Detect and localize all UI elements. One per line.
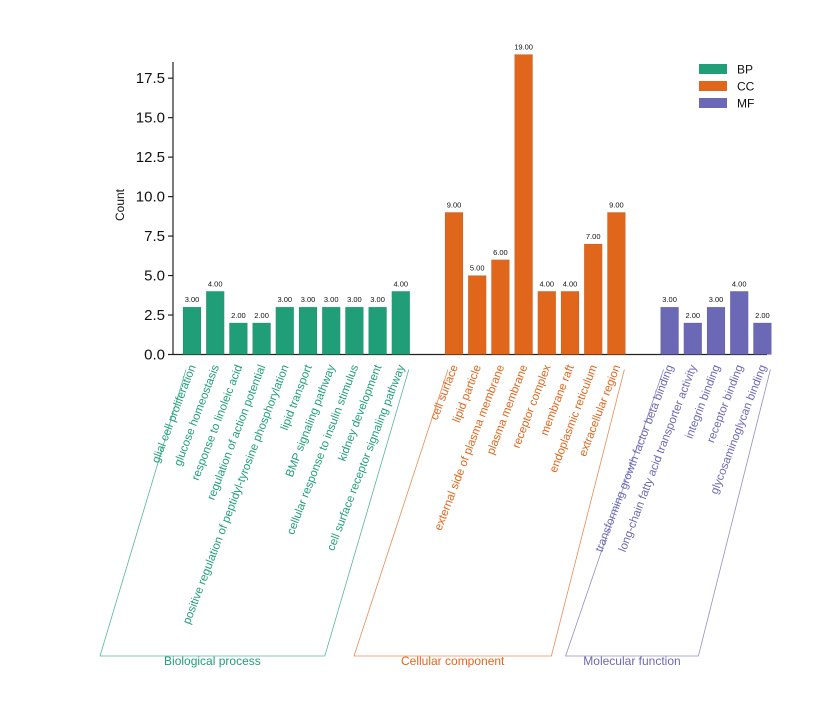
bar-value-label: 3.00 <box>662 295 677 304</box>
bar-bp <box>391 291 411 355</box>
legend-label: CC <box>737 80 755 94</box>
group-brackets: Biological process Cellular component Mole… <box>99 369 771 668</box>
legend-label: MF <box>737 97 754 111</box>
group-bracket-cc <box>353 369 625 657</box>
bar-mf <box>729 291 749 355</box>
bar-value-label: 4.00 <box>563 279 578 288</box>
bar-value-label: 3.00 <box>277 295 292 304</box>
y-tick-label: 17.5 <box>136 70 165 87</box>
bar-mf <box>753 322 772 355</box>
bar-cc <box>537 291 557 355</box>
y-tick-label: 12.5 <box>136 149 165 166</box>
bar-value-label: 3.00 <box>301 295 316 304</box>
bar-value-label: 19.00 <box>514 43 533 52</box>
y-axis: 0.0 2.5 5.0 7.5 10.0 12.5 15.0 17.5 <box>136 62 767 364</box>
y-tick-label: 5.0 <box>144 268 165 285</box>
bar-value-label: 4.00 <box>393 279 408 288</box>
bar-cc <box>560 291 580 355</box>
bar-value-label: 2.00 <box>685 311 700 320</box>
bar-bp <box>298 306 318 355</box>
y-tick-label: 10.0 <box>136 189 165 206</box>
bar-value-labels: 3.00 4.00 2.00 2.00 3.00 3.00 3.00 3.00 3.00 4.00… <box>185 43 770 320</box>
group-label: Cellular component <box>401 654 505 668</box>
bar-bp <box>205 291 225 355</box>
bar-cc <box>514 54 533 355</box>
y-axis-title: Count <box>113 188 127 221</box>
bar-bp <box>252 322 271 355</box>
group-label: Molecular function <box>583 654 680 668</box>
bar-value-label: 3.00 <box>370 295 385 304</box>
bar-value-label: 9.00 <box>609 200 624 209</box>
bar-cc <box>491 259 510 355</box>
bar-value-label: 3.00 <box>709 295 724 304</box>
bar-cc <box>607 212 626 355</box>
bar-bp <box>368 306 387 355</box>
legend-label: BP <box>737 63 753 77</box>
bar-bp <box>182 306 202 355</box>
y-tick-label: 0.0 <box>144 347 165 364</box>
bar-bp <box>345 306 364 355</box>
legend-swatch <box>699 64 727 74</box>
legend-swatch <box>699 81 727 91</box>
y-tick-label: 7.5 <box>144 228 165 245</box>
bar-mf <box>660 306 679 355</box>
y-tick-label: 15.0 <box>136 110 165 127</box>
group-bracket-bp <box>99 369 410 657</box>
bar-value-label: 4.00 <box>732 279 747 288</box>
bar-value-label: 3.00 <box>324 295 339 304</box>
bar-value-label: 9.00 <box>447 200 462 209</box>
bar-value-label: 3.00 <box>347 295 362 304</box>
bar-bp <box>229 322 248 355</box>
bar-value-label: 6.00 <box>493 248 508 257</box>
bars-layer <box>182 54 772 355</box>
legend: BP CC MF <box>699 63 755 111</box>
bar-value-label: 4.00 <box>208 279 223 288</box>
bar-bp <box>321 306 341 355</box>
bar-cc <box>444 212 464 355</box>
legend-swatch <box>699 98 727 108</box>
bar-value-label: 5.00 <box>470 264 485 273</box>
bar-value-label: 2.00 <box>254 311 269 320</box>
bar-value-label: 7.00 <box>586 232 601 241</box>
bar-cc <box>467 275 487 355</box>
bar-mf <box>683 322 703 355</box>
y-tick-label: 2.5 <box>144 307 165 324</box>
group-bracket-mf <box>565 369 771 657</box>
bar-value-label: 4.00 <box>539 279 554 288</box>
bar-value-label: 2.00 <box>231 311 246 320</box>
bar-cc <box>583 243 603 355</box>
bar-bp <box>275 306 295 355</box>
bar-value-label: 2.00 <box>755 311 770 320</box>
bar-value-label: 3.00 <box>185 295 200 304</box>
bar-mf <box>706 306 726 355</box>
group-label: Biological process <box>164 654 261 668</box>
